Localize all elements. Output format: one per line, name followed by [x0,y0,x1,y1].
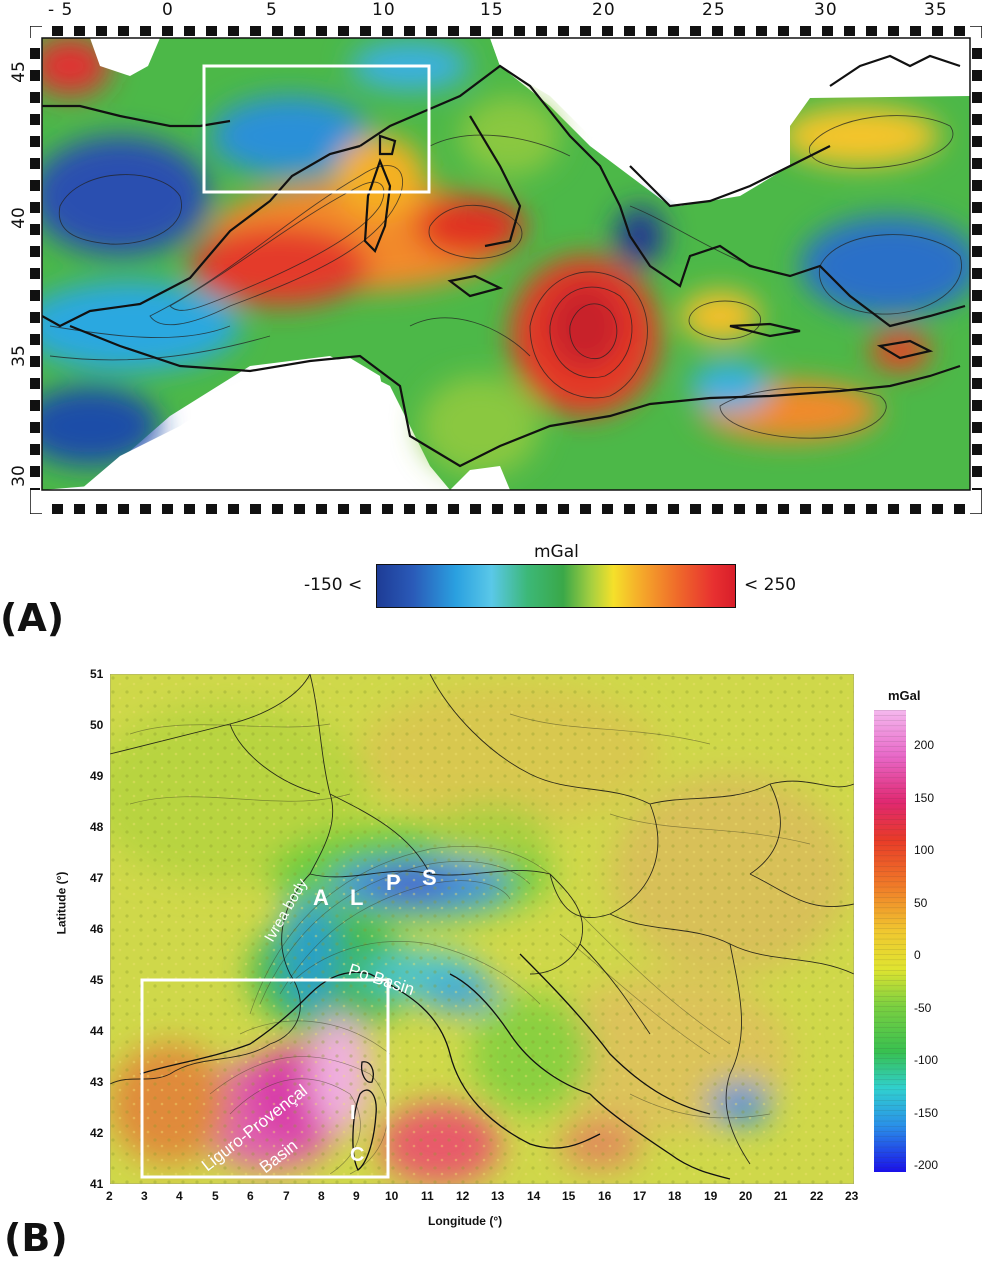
panel-a-label: (A) [0,596,65,640]
mediterranean-gravity-map [30,26,982,514]
lat-tick: 49 [90,769,104,783]
alpine-gravity-map [110,674,854,1184]
lat-tick: 50 [90,718,104,732]
lon-tick: 19 [704,1189,718,1203]
lon-tick: 35 [924,0,948,20]
colorbar-tick: 50 [914,896,928,910]
lon-tick: 20 [592,0,616,20]
colorbar-tick: 100 [914,843,935,857]
ic-label-c: C [350,1144,365,1166]
lon-tick: 10 [385,1189,399,1203]
lon-tick: 16 [598,1189,612,1203]
lon-tick: 2 [106,1189,113,1203]
lon-tick: 0 [162,0,174,20]
colorbar-tick: 150 [914,791,935,805]
panel-b-label: (B) [4,1216,68,1260]
lon-tick: - 5 [48,0,74,20]
colorbar-gradient [874,710,906,1172]
lon-tick: 25 [702,0,726,20]
lon-tick: 5 [212,1189,219,1203]
lon-tick: 12 [456,1189,470,1203]
lon-tick: 23 [845,1189,859,1203]
lat-tick: 51 [90,667,104,681]
colorbar-title: mGal [888,688,921,703]
lat-tick: 30 [8,465,29,487]
lat-tick: 48 [90,820,104,834]
lon-tick: 17 [633,1189,647,1203]
lon-tick: 15 [562,1189,576,1203]
alps-letter-s: S [422,865,437,890]
colorbar-tick: -150 [914,1106,939,1120]
colorbar-tick: 0 [914,948,921,962]
colorbar-tick: 200 [914,738,935,752]
panel-a: - 5 0 5 10 15 20 25 30 35 45 40 35 30 [0,0,982,640]
lon-tick: 15 [480,0,504,20]
lon-tick: 10 [372,0,396,20]
lon-tick: 30 [814,0,838,20]
lat-tick: 45 [90,973,104,987]
colorbar-min-label: -150 < [304,575,363,595]
x-axis-label: Longitude (°) [428,1214,503,1228]
lat-tick: 41 [90,1177,104,1191]
ic-label-i: I [350,1102,356,1124]
colorbar-gradient [376,564,736,608]
colorbar-title: mGal [534,542,579,562]
lat-tick: 47 [90,871,104,885]
lon-tick: 13 [491,1189,505,1203]
lat-tick: 35 [8,345,29,367]
lat-tick: 46 [90,922,104,936]
lat-tick: 40 [8,207,29,229]
lat-tick: 42 [90,1126,104,1140]
alps-letter-l: L [350,885,364,910]
lat-tick: 44 [90,1024,104,1038]
alps-letter-p: P [386,870,401,895]
lon-tick: 20 [739,1189,753,1203]
lon-tick: 18 [668,1189,682,1203]
lon-tick: 9 [353,1189,360,1203]
lon-tick: 8 [318,1189,325,1203]
colorbar-tick: -200 [914,1158,939,1172]
lat-tick: 45 [8,61,29,83]
colorbar-tick: -100 [914,1053,939,1067]
panel-b: Latitude (°) 51 50 49 48 47 46 45 44 43 … [0,660,996,1266]
lon-tick: 14 [527,1189,541,1203]
colorbar-tick: -50 [914,1001,932,1015]
lon-tick: 7 [283,1189,290,1203]
lon-tick: 22 [810,1189,824,1203]
y-axis-label: Latitude (°) [54,871,69,935]
lon-tick: 6 [247,1189,254,1203]
lon-tick: 21 [774,1189,788,1203]
colorbar-max-label: < 250 [744,575,797,595]
lon-tick: 5 [266,0,278,20]
lon-tick: 4 [176,1189,183,1203]
lon-tick: 3 [141,1189,148,1203]
lat-tick: 43 [90,1075,104,1089]
lon-tick: 11 [421,1189,434,1203]
alps-letter-a: A [313,885,329,910]
